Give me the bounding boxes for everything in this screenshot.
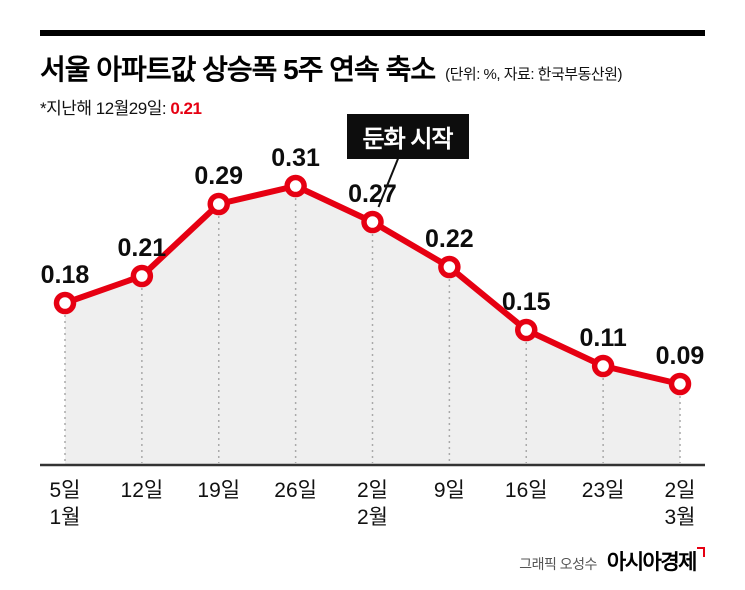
month-label: 2월: [357, 506, 388, 529]
value-label: 0.15: [502, 288, 551, 316]
brand-logo: 아시아경제: [607, 546, 705, 576]
value-label: 0.27: [348, 180, 397, 208]
annotation-callout: 둔화 시작: [346, 114, 469, 159]
x-tick-label: 2일: [357, 479, 388, 502]
value-label: 0.11: [579, 324, 626, 352]
x-tick-label: 26일: [274, 479, 317, 502]
month-label: 1월: [50, 506, 81, 529]
data-point: [438, 255, 461, 279]
data-point: [515, 318, 538, 342]
graphic-credit: 그래픽 오성수: [519, 556, 597, 572]
top-rule: [40, 30, 705, 36]
month-label: 3월: [665, 506, 696, 529]
value-label: 0.31: [271, 144, 320, 172]
x-tick-label: 9일: [434, 479, 465, 502]
x-tick-label: 2일: [665, 479, 696, 502]
logo-mark-icon: [697, 547, 705, 557]
header: 서울 아파트값 상승폭 5주 연속 축소 (단위: %, 자료: 한국부동산원): [40, 48, 720, 88]
data-point: [207, 192, 230, 216]
data-point: [361, 210, 384, 234]
units-source-note: (단위: %, 자료: 한국부동산원): [445, 66, 622, 83]
value-label: 0.21: [118, 234, 167, 262]
footnote-value: 0.21: [170, 99, 202, 118]
x-tick-label: 16일: [505, 479, 548, 502]
footnote-prefix: *지난해 12월29일:: [40, 99, 171, 118]
data-point: [53, 291, 77, 315]
data-point: [591, 354, 615, 378]
footnote: *지난해 12월29일: 0.21: [40, 94, 202, 119]
data-point: [668, 372, 692, 396]
annotation-leader-line: [377, 154, 401, 208]
x-tick-label: 5일: [50, 479, 81, 502]
data-point: [130, 264, 154, 288]
page-title: 서울 아파트값 상승폭 5주 연속 축소: [40, 54, 436, 85]
value-label: 0.22: [425, 225, 474, 253]
x-tick-label: 23일: [582, 479, 625, 502]
value-label: 0.29: [194, 162, 243, 190]
value-label: 0.18: [41, 261, 90, 289]
value-label: 0.09: [656, 342, 705, 370]
x-tick-label: 19일: [197, 479, 240, 502]
data-point: [284, 174, 307, 198]
x-tick-label: 12일: [121, 479, 164, 502]
credit: 그래픽 오성수 아시아경제: [519, 546, 705, 576]
